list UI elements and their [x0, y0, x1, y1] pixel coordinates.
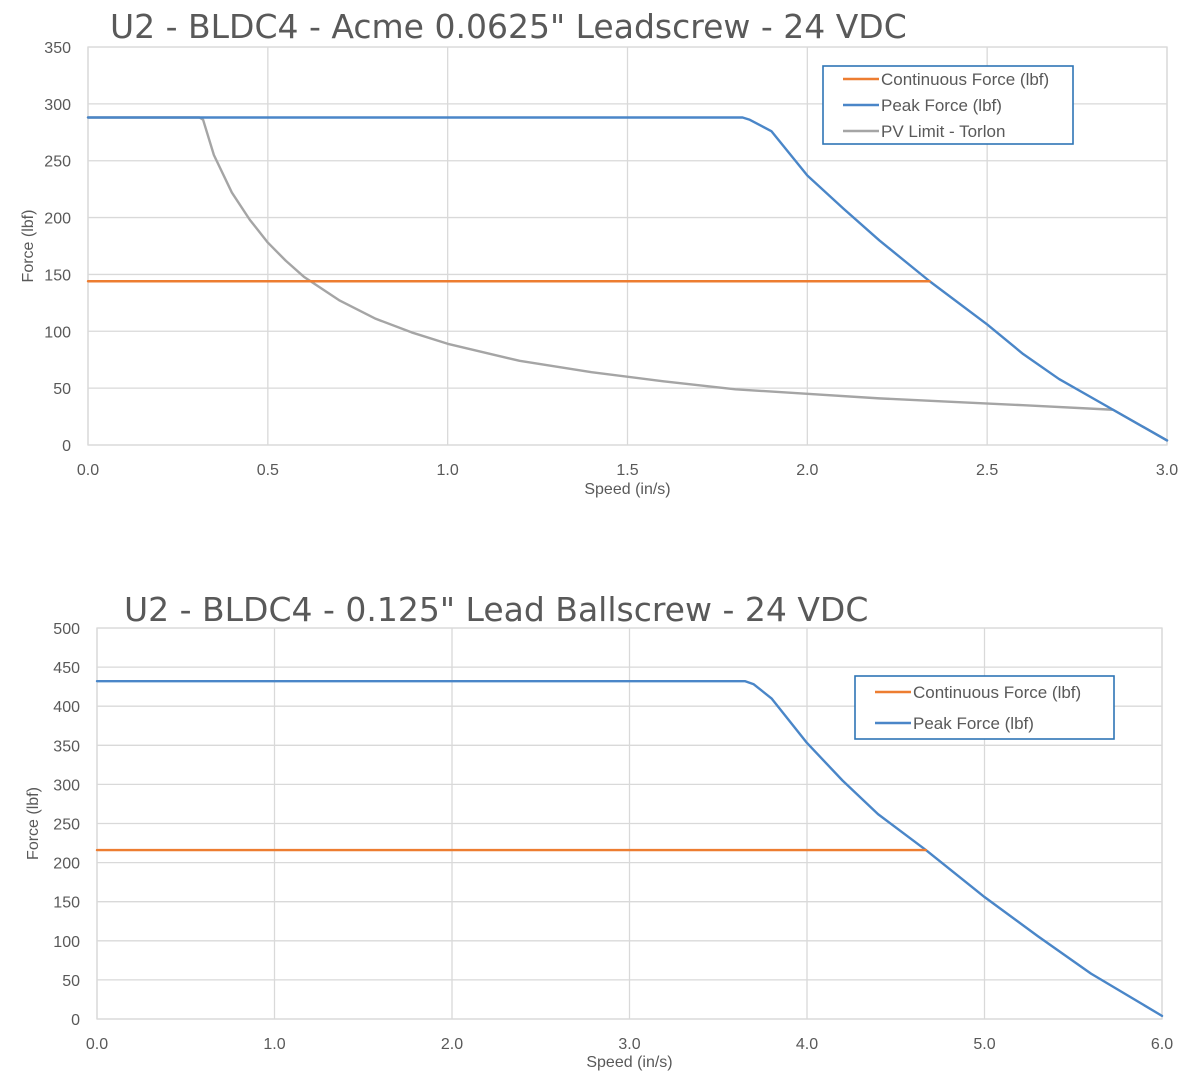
y-tick-label: 450: [53, 660, 80, 677]
x-axis-label: Speed (in/s): [586, 1054, 672, 1071]
y-tick-label: 250: [53, 817, 80, 834]
x-tick-label: 0.0: [86, 1036, 108, 1053]
plot-area: [96, 627, 1163, 1020]
x-tick-label: 5.0: [973, 1036, 995, 1053]
y-tick-label: 250: [44, 154, 71, 171]
y-tick-label: 150: [53, 895, 80, 912]
series-line-pv-limit-torlon: [86, 116, 1169, 442]
legend-entry: Continuous Force (lbf): [913, 683, 1081, 702]
y-tick-label: 400: [53, 699, 80, 716]
chart-1: 0 50 100 150 200 250 300 350 0.0 0.5 1.0 1.5 2.0 2.5 3…: [20, 7, 1178, 498]
y-tick-label: 0: [62, 438, 71, 455]
legend-entry: Peak Force (lbf): [913, 714, 1034, 733]
chart-2: 0 50 100 150 200 250 300 350 400 450 500 0.0 1.0 2.0 3…: [25, 590, 1173, 1071]
y-tick-label: 300: [53, 777, 80, 794]
x-tick-label: 2.0: [796, 462, 818, 479]
chart-title: U2 - BLDC4 - Acme 0.0625" Leadscrew - 24…: [110, 7, 907, 46]
y-tick-label: 350: [44, 40, 71, 57]
x-tick-label: 4.0: [796, 1036, 818, 1053]
y-tick-label: 100: [53, 934, 80, 951]
legend-entry: Peak Force (lbf): [881, 96, 1002, 115]
legend-box: [854, 675, 1115, 740]
series-line-peak-force-lbf: [95, 679, 1164, 1018]
y-tick-label: 300: [44, 97, 71, 114]
legend: Continuous Force (lbf) Peak Force (lbf) PV…: [822, 65, 1074, 145]
legend-entry: Continuous Force (lbf): [881, 70, 1049, 89]
x-tick-label: 3.0: [618, 1036, 640, 1053]
x-tick-label: 1.0: [437, 462, 459, 479]
legend-entry: PV Limit - Torlon: [881, 122, 1005, 141]
x-tick-label: 2.5: [976, 462, 998, 479]
y-tick-label: 200: [53, 856, 80, 873]
y-tick-label: 50: [62, 973, 80, 990]
y-tick-label: 500: [53, 621, 80, 638]
legend: Continuous Force (lbf) Peak Force (lbf): [854, 675, 1115, 740]
y-tick-label: 150: [44, 267, 71, 284]
x-tick-label: 0.0: [77, 462, 99, 479]
chart-title: U2 - BLDC4 - 0.125" Lead Ballscrew - 24 …: [124, 590, 868, 629]
y-tick-label: 0: [71, 1012, 80, 1029]
x-tick-label: 3.0: [1156, 462, 1178, 479]
y-axis-label: Force (lbf): [25, 787, 42, 860]
y-tick-label: 50: [53, 381, 71, 398]
plot-area: [87, 46, 1168, 446]
y-tick-label: 100: [44, 324, 71, 341]
y-tick-label: 350: [53, 738, 80, 755]
y-axis-label: Force (lbf): [20, 210, 37, 283]
x-tick-label: 1.0: [263, 1036, 285, 1053]
x-tick-label: 1.5: [616, 462, 638, 479]
x-tick-label: 6.0: [1151, 1036, 1173, 1053]
x-tick-label: 0.5: [257, 462, 279, 479]
y-tick-label: 200: [44, 211, 71, 228]
x-tick-label: 2.0: [441, 1036, 463, 1053]
x-axis-label: Speed (in/s): [584, 481, 670, 498]
series-line-peak-force-lbf: [86, 116, 1169, 442]
